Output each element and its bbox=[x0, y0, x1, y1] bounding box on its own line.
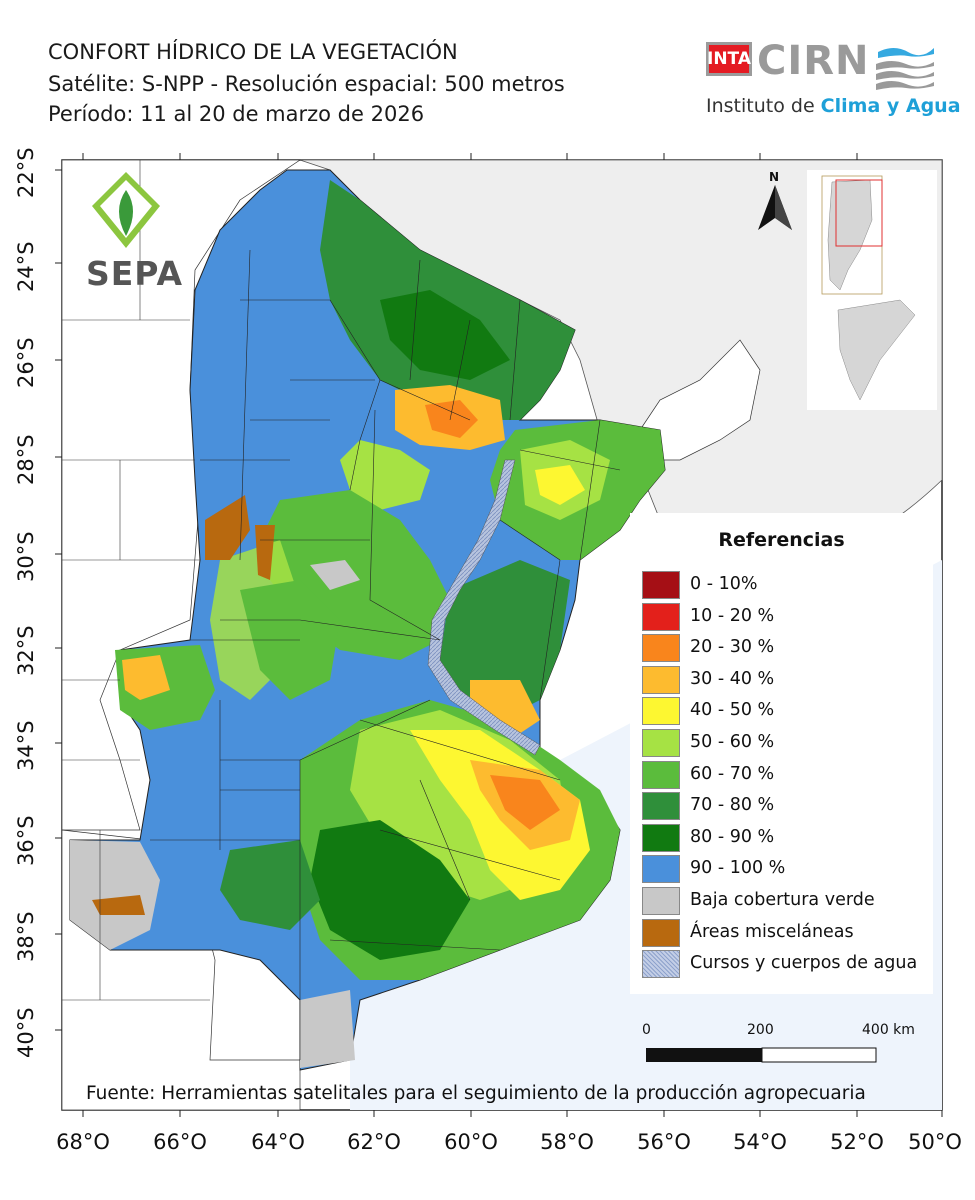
legend-label: 90 - 100 % bbox=[690, 858, 786, 879]
lat-label-40: 40°S bbox=[14, 1007, 38, 1058]
lat-label-30: 30°S bbox=[14, 531, 38, 582]
legend-label: 50 - 60 % bbox=[690, 732, 775, 752]
lon-label-62: 62°O bbox=[347, 1130, 401, 1154]
lat-label-22: 22°S bbox=[14, 147, 38, 198]
lat-label-34: 34°S bbox=[14, 720, 38, 771]
lon-label-54: 54°O bbox=[733, 1130, 787, 1154]
low-cover-zone-south bbox=[300, 990, 355, 1068]
scale-label-0: 0 bbox=[642, 1022, 651, 1038]
sepa-logo bbox=[92, 172, 160, 248]
misc-area-salinas bbox=[255, 525, 275, 580]
map-subtitle-satellite: Satélite: S-NPP - Resolución espacial: 5… bbox=[48, 72, 565, 96]
legend-swatch bbox=[642, 697, 680, 726]
map-subtitle-period: Período: 11 al 20 de marzo de 2026 bbox=[48, 102, 425, 126]
legend-swatch bbox=[642, 634, 680, 663]
lon-label-56: 56°O bbox=[637, 1130, 691, 1154]
legend-label: 10 - 20 % bbox=[690, 605, 775, 626]
vegetation-zone-north-green bbox=[320, 180, 575, 420]
legend-swatch bbox=[642, 760, 680, 789]
legend-title: Referencias bbox=[718, 529, 845, 551]
cirn-logo: CIRN bbox=[757, 38, 870, 84]
misc-area-saltflats bbox=[205, 495, 250, 560]
legend-swatch bbox=[642, 950, 680, 979]
water-waves-icon bbox=[876, 48, 934, 90]
legend-label: Baja cobertura verde bbox=[690, 890, 875, 910]
legend-label: 70 - 80 % bbox=[690, 795, 775, 816]
lon-label-64: 64°O bbox=[251, 1130, 305, 1154]
graticule-ticks bbox=[55, 153, 943, 1117]
institute-prefix: Instituto de bbox=[706, 95, 821, 117]
vegetation-zone-chaco-south bbox=[340, 440, 430, 510]
legend-swatch bbox=[642, 792, 680, 821]
legend-label: Áreas misceláneas bbox=[690, 921, 854, 942]
parana-river bbox=[427, 459, 541, 756]
western-provinces bbox=[61, 159, 302, 831]
legend-label: 80 - 90 % bbox=[690, 826, 775, 847]
low-cover-zone-southwest bbox=[70, 840, 160, 950]
lon-label-60: 60°O bbox=[444, 1130, 498, 1154]
lat-label-38: 38°S bbox=[14, 911, 38, 962]
legend-label: 30 - 40 % bbox=[690, 668, 775, 689]
legend-swatch bbox=[642, 729, 680, 757]
legend-swatch bbox=[642, 855, 680, 884]
lat-label-32: 32°S bbox=[14, 625, 38, 676]
legend-swatch bbox=[642, 823, 680, 852]
lon-label-68: 68°O bbox=[56, 1130, 110, 1154]
low-cover-zone-santafe bbox=[310, 560, 360, 590]
misc-area-south bbox=[92, 895, 145, 915]
source-note: Fuente: Herramientas satelitales para el… bbox=[86, 1083, 866, 1104]
vegetation-zone-buenosaires-drier bbox=[490, 775, 560, 830]
inset-map bbox=[821, 175, 916, 401]
lon-label-66: 66°O bbox=[153, 1130, 207, 1154]
lon-label-58: 58°O bbox=[540, 1130, 594, 1154]
inta-logo: INTA bbox=[706, 42, 752, 76]
vegetation-zone-buenosaires-south bbox=[310, 820, 470, 960]
legend-swatch bbox=[642, 918, 680, 947]
vegetation-zone-chaco-drier bbox=[425, 400, 478, 438]
lon-label-52: 52°O bbox=[830, 1130, 884, 1154]
lon-label-50: 50°O bbox=[908, 1130, 962, 1154]
lat-label-28: 28°S bbox=[14, 434, 38, 485]
scale-label-400: 400 km bbox=[862, 1022, 915, 1038]
sepa-logo-text: SEPA bbox=[86, 254, 184, 293]
institute-highlight: Clima y Agua bbox=[820, 95, 961, 117]
north-label: N bbox=[769, 170, 780, 184]
legend-label: Cursos y cuerpos de agua bbox=[690, 953, 918, 974]
legend: Referencias 0 - 10% 10 - 20 % 20 - 30 % 30 … bbox=[630, 513, 933, 994]
misiones-province bbox=[639, 339, 761, 461]
map-title: CONFORT HÍDRICO DE LA VEGETACIÓN bbox=[48, 40, 458, 64]
scale-bar bbox=[646, 1047, 877, 1063]
scale-label-200: 200 bbox=[747, 1022, 774, 1038]
legend-label: 40 - 50 % bbox=[690, 700, 775, 721]
legend-swatch bbox=[642, 887, 680, 915]
lat-label-36: 36°S bbox=[14, 815, 38, 866]
legend-label: 20 - 30 % bbox=[690, 637, 775, 658]
institute-name: Instituto de Clima y Agua bbox=[706, 95, 961, 117]
vegetation-zone-north-darkgreen bbox=[380, 290, 510, 380]
legend-swatch bbox=[642, 571, 680, 599]
vegetation-zone-corrientes-yellow bbox=[535, 465, 585, 505]
legend-swatch bbox=[642, 602, 680, 631]
vegetation-zone-sanluis-dry bbox=[122, 655, 170, 700]
vegetation-zone-lapampa bbox=[220, 840, 320, 930]
department-boundaries bbox=[150, 249, 621, 1060]
legend-label: 60 - 70 % bbox=[690, 763, 775, 784]
legend-swatch bbox=[642, 665, 680, 694]
north-arrow-icon bbox=[758, 185, 792, 230]
legend-label: 0 - 10% bbox=[690, 574, 758, 594]
lat-label-24: 24°S bbox=[14, 241, 38, 292]
lat-label-26: 26°S bbox=[14, 337, 38, 388]
